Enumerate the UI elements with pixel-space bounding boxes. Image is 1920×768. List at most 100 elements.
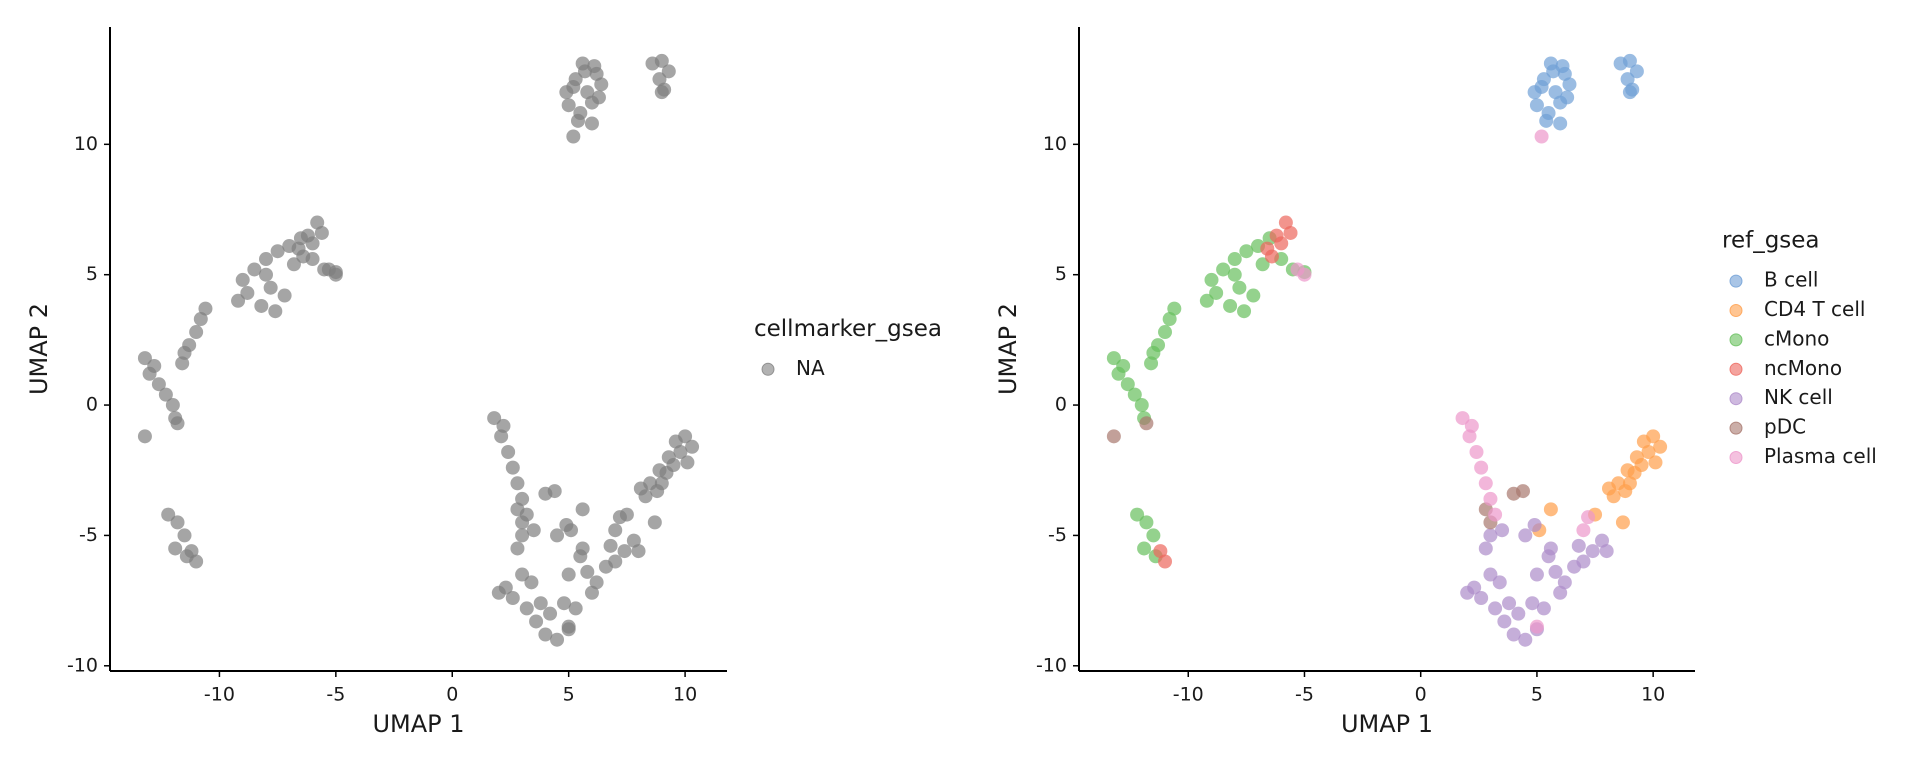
point [1488,601,1503,616]
point [1615,515,1630,530]
point [1474,590,1489,605]
point [1144,356,1159,371]
legend-label: B cell [1764,268,1819,292]
point [1237,304,1252,319]
point [591,90,606,105]
point [1629,64,1644,79]
x-tick-label: 5 [1531,684,1543,706]
point [580,564,595,579]
y-tick-label: 0 [1055,394,1067,416]
legend-marker [761,362,775,376]
point [168,541,183,556]
point [498,580,513,595]
point [673,444,688,459]
point [561,98,576,113]
point [633,481,648,496]
point [1462,429,1477,444]
point [305,236,320,251]
point [1595,533,1610,548]
point [626,533,641,548]
point [1120,377,1135,392]
point [661,450,676,465]
point [652,463,667,478]
point [661,64,676,79]
legend-marker [1729,304,1743,317]
point [570,113,585,128]
point [519,601,534,616]
x-tick-label: 10 [1641,684,1665,706]
point [1502,596,1517,611]
point [1483,528,1498,543]
y-tick-label: 5 [1055,263,1067,285]
point [235,272,250,287]
point [184,544,199,559]
legend-label: ncMono [1764,356,1842,380]
point [547,484,562,499]
point [177,345,192,360]
point [1127,387,1142,402]
point [543,606,558,621]
point [550,528,565,543]
point [652,72,667,87]
point [603,538,618,553]
point [270,244,285,259]
point [685,439,700,454]
point [1620,72,1635,87]
legend-marker [1729,274,1743,288]
point [1106,429,1121,444]
point [1548,85,1563,100]
point [1622,53,1637,68]
point [1290,262,1305,277]
legend-marker [1729,392,1743,406]
point [1543,541,1558,556]
point [1539,113,1554,128]
x-tick-label: -10 [1173,684,1204,706]
point [1585,544,1600,559]
point [1525,596,1540,611]
point [1483,567,1498,582]
point [1158,554,1173,569]
point [1653,439,1668,454]
point [254,298,269,313]
point [170,515,185,530]
y-axis-title: UMAP 2 [25,303,53,395]
x-tick-label: 0 [1415,684,1427,706]
point [165,398,180,413]
point [286,257,301,272]
point [1553,585,1568,600]
x-tick-label: 5 [563,684,575,706]
point [1255,257,1270,272]
point [1153,544,1168,559]
y-tick-label: 5 [86,263,98,285]
point [1636,434,1651,449]
x-tick-label: -5 [1295,684,1314,706]
point [263,280,278,295]
legend-label: NK cell [1764,385,1833,409]
point [510,476,525,491]
point [247,262,262,277]
scatter-panel: -10 -5 0 5 10 -10 -5 0 5 10 UMAP 1 UMAP 2 cellmarker… [25,27,942,738]
y-tick-label: 10 [1043,133,1067,155]
point [668,434,683,449]
point [1548,564,1563,579]
point [1464,418,1479,433]
point [1209,285,1224,300]
point [584,116,599,131]
point [1527,517,1542,532]
legend-marker [1729,421,1743,435]
point [310,215,325,230]
y-tick-label: 0 [86,394,98,416]
point [1455,411,1470,426]
point [1227,267,1242,282]
point [175,356,190,371]
point [568,601,583,616]
x-tick-label: 0 [446,684,458,706]
point [1641,444,1656,459]
point [515,491,530,506]
point [1162,312,1177,327]
point [1506,627,1521,642]
point [1146,345,1161,360]
legend-marker [1729,333,1743,347]
point [189,325,204,340]
